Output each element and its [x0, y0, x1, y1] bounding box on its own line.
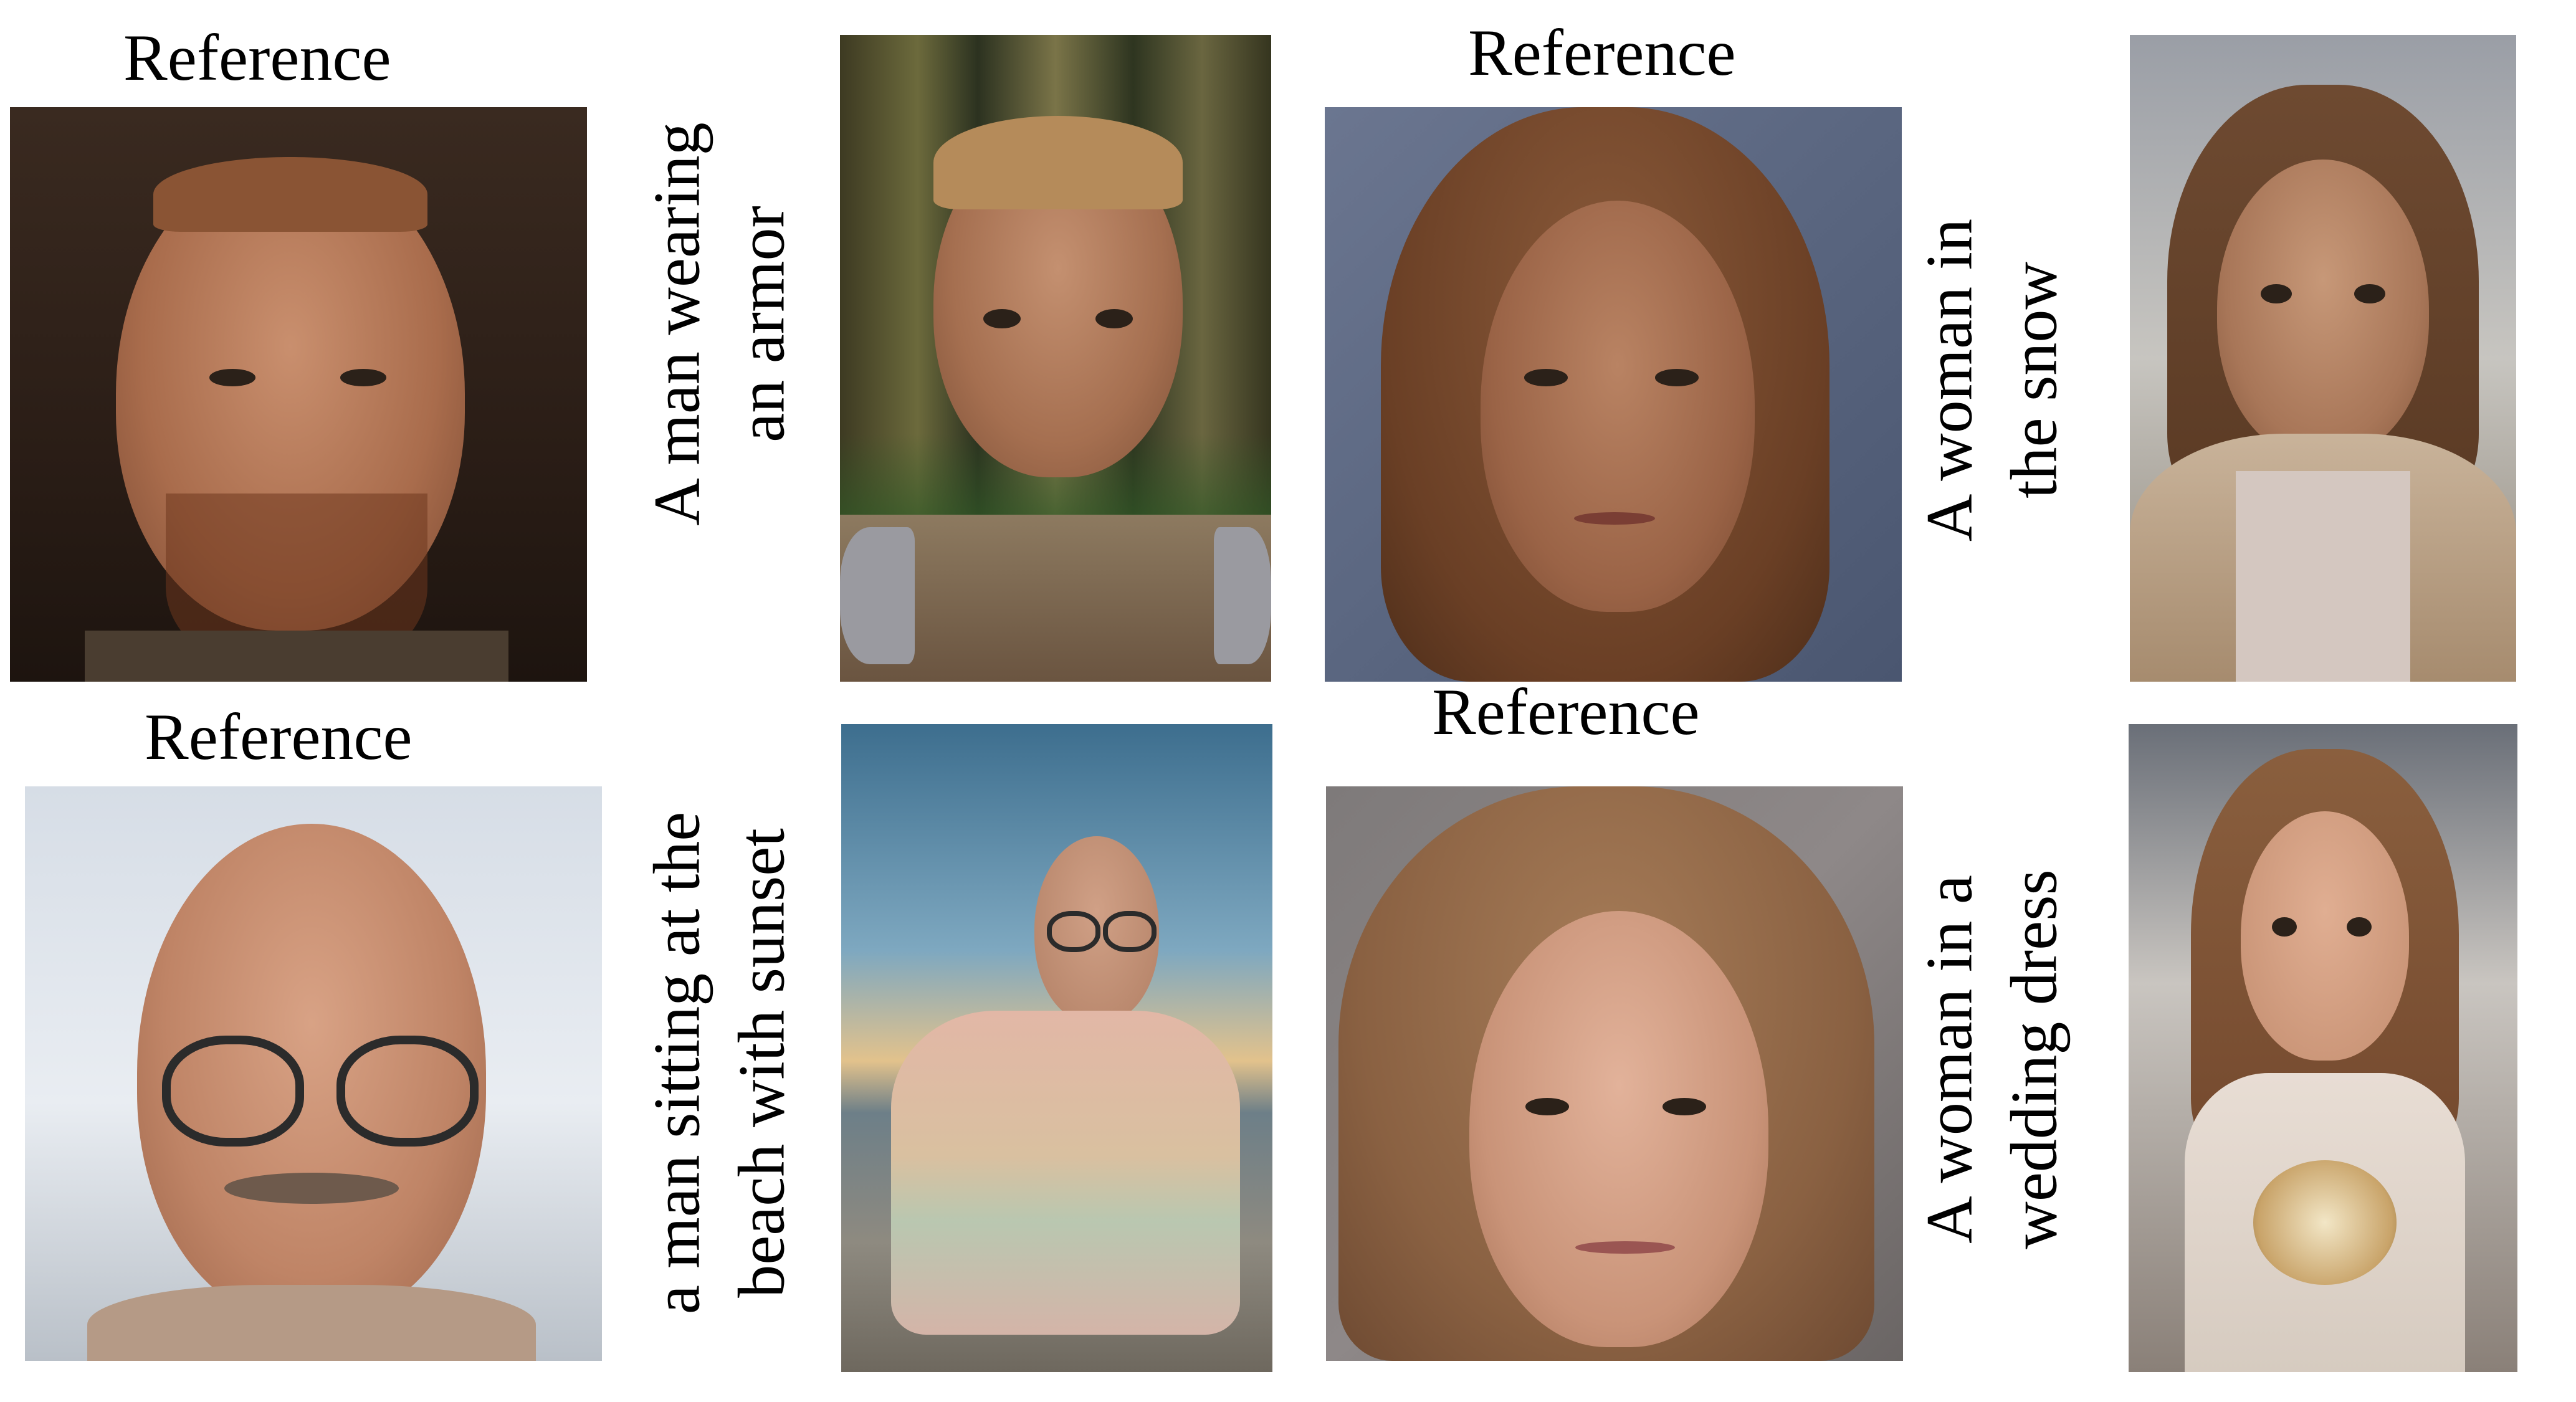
- reference-photo-man-1: [10, 107, 587, 682]
- prompt-wedding-line-2: wedding dress: [1997, 869, 2070, 1249]
- prompt-beach-line-2: beach with sunset: [725, 828, 798, 1298]
- prompt-armor-line-2: an armor: [725, 206, 798, 442]
- generated-photo-wedding: [2129, 724, 2517, 1372]
- reference-label-1: Reference: [123, 21, 391, 94]
- generated-photo-snow: [2130, 35, 2516, 682]
- prompt-snow-line-1: A woman in: [1912, 218, 1986, 542]
- prompt-armor: A man wearing an armor: [634, 122, 803, 526]
- prompt-snow-line-2: the snow: [1997, 262, 2070, 498]
- reference-photo-woman-2: [1326, 786, 1903, 1361]
- reference-label-2: Reference: [1468, 16, 1736, 89]
- prompt-armor-line-1: A man wearing: [640, 122, 713, 526]
- generated-photo-armor: [840, 35, 1271, 682]
- reference-label-4: Reference: [1432, 675, 1700, 748]
- prompt-wedding: A woman in a wedding dress: [1907, 869, 2076, 1249]
- reference-label-3: Reference: [145, 700, 413, 773]
- prompt-wedding-line-1: A woman in a: [1912, 875, 1986, 1244]
- reference-photo-man-2: [25, 786, 602, 1361]
- generated-photo-beach: [841, 724, 1272, 1372]
- prompt-beach-line-1: a man sitting at the: [640, 811, 713, 1315]
- prompt-snow: A woman in the snow: [1907, 219, 2076, 541]
- prompt-beach: a man sitting at the beach with sunset: [634, 812, 803, 1315]
- reference-photo-woman-1: [1325, 107, 1902, 682]
